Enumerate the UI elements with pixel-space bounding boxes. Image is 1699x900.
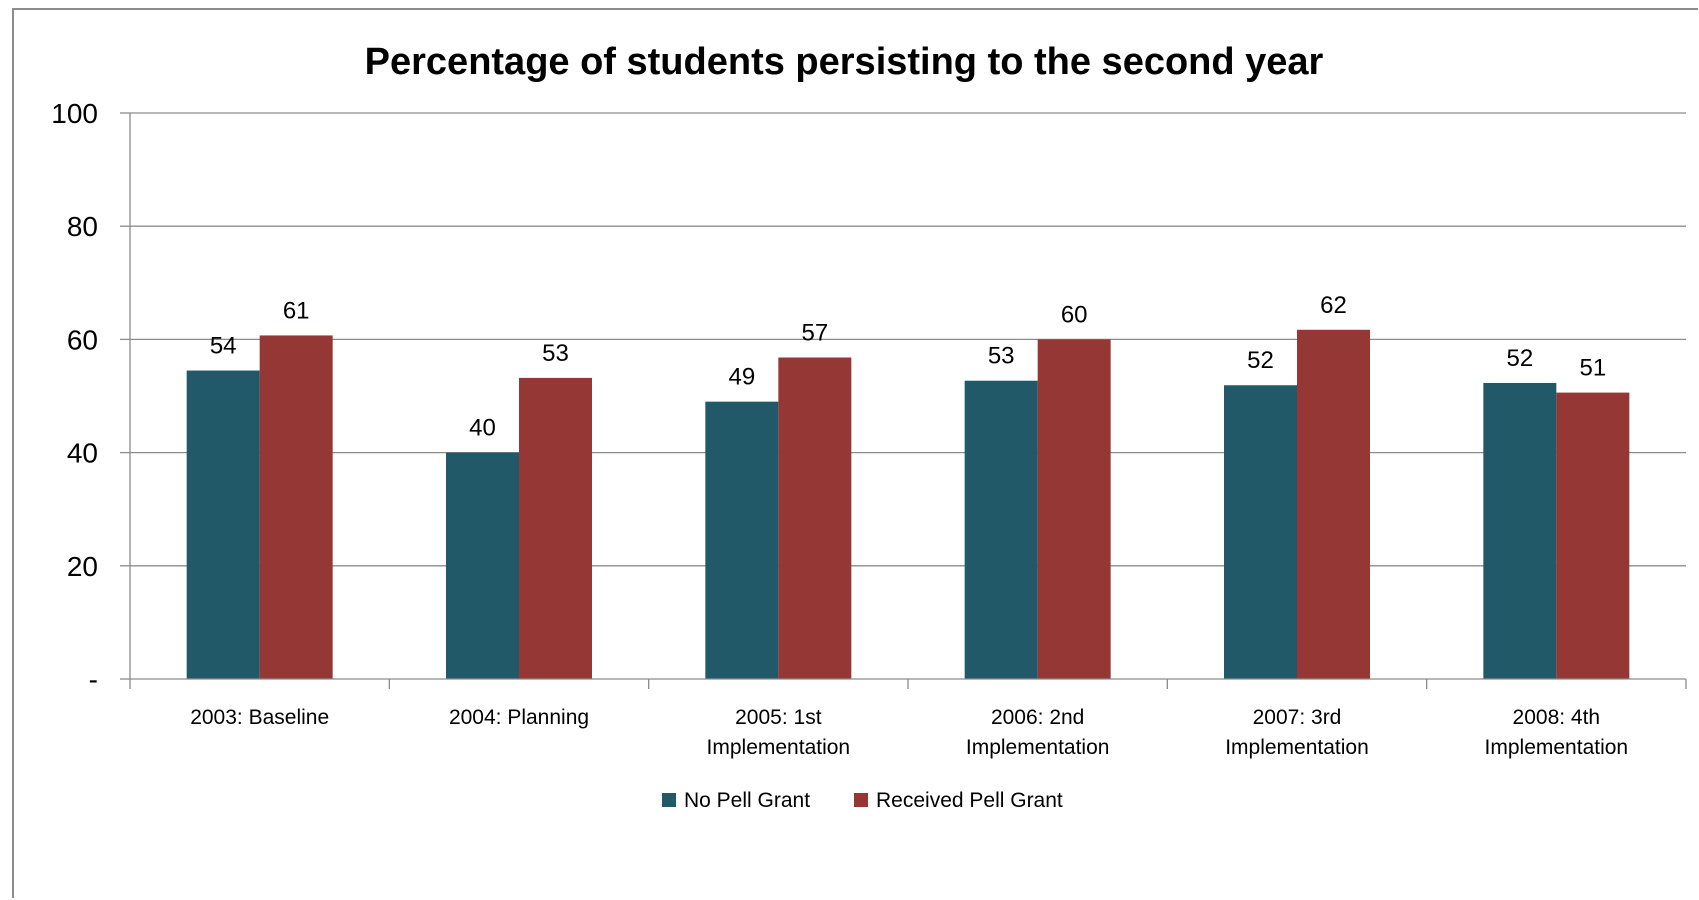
bar [1297, 329, 1370, 679]
chart-frame: Percentage of students persisting to the… [12, 8, 1698, 898]
y-tick-label: 80 [67, 211, 98, 242]
bar [964, 380, 1038, 679]
x-tick-label: 2008: 4th Implementation [1485, 706, 1629, 759]
data-labels: 54 61 40 53 49 57 53 60 52 62 52 51 [210, 292, 1606, 442]
legend: No Pell Grant Received Pell Grant [662, 789, 1063, 812]
x-tick-label-line: Implementation [1225, 736, 1369, 759]
x-tick-label-line: Implementation [966, 736, 1110, 759]
x-tick-label-line: Implementation [707, 736, 851, 759]
bar [1224, 385, 1297, 679]
data-label: 53 [988, 343, 1015, 370]
bar [186, 370, 260, 679]
y-tick-label: 100 [51, 98, 98, 129]
x-tick-label: 2005: 1st Implementation [707, 706, 851, 759]
data-label: 60 [1061, 301, 1088, 328]
gridlines [130, 112, 1686, 567]
y-tick-label: 60 [67, 324, 98, 355]
legend-label: No Pell Grant [684, 789, 810, 812]
x-tick-label: 2007: 3rd Implementation [1225, 706, 1369, 759]
bar-chart: Percentage of students persisting to the… [51, 41, 1687, 812]
data-label: 61 [283, 297, 310, 324]
data-label: 49 [728, 364, 755, 391]
bar [1556, 392, 1630, 679]
bar [1483, 382, 1557, 679]
bar [1037, 339, 1111, 679]
chart-title: Percentage of students persisting to the… [365, 41, 1324, 83]
y-tick-label: 20 [67, 551, 98, 582]
bar [519, 377, 592, 679]
data-label: 40 [469, 415, 496, 442]
y-tick-label: - [89, 664, 98, 695]
x-tick-label-line: 2007: 3rd [1253, 706, 1342, 729]
x-tick-label-line: 2004: Planning [449, 706, 589, 729]
bar [778, 357, 852, 679]
data-label: 54 [210, 333, 237, 360]
x-tick-label-line: 2005: 1st [735, 706, 822, 729]
y-tick-label: 40 [67, 438, 98, 469]
data-label: 52 [1506, 345, 1533, 372]
legend-swatch [662, 793, 676, 807]
x-tick-label-line: Implementation [1485, 736, 1629, 759]
x-tick-label-line: 2003: Baseline [190, 706, 329, 729]
x-tick-label: 2006: 2nd Implementation [966, 706, 1110, 759]
x-tick-label: 2003: Baseline [190, 706, 329, 729]
x-tick-label-line: 2006: 2nd [991, 706, 1084, 729]
x-tick-label-line: 2008: 4th [1513, 706, 1601, 729]
bar [705, 401, 779, 679]
x-tick-label: 2004: Planning [449, 706, 589, 729]
data-label: 57 [801, 320, 828, 347]
legend-label: Received Pell Grant [876, 789, 1063, 812]
data-label: 52 [1247, 347, 1274, 374]
bars [186, 329, 1630, 679]
bar [446, 452, 519, 679]
axes: - 20 40 60 80 100 2003: Baseline 2004: Planning… [51, 98, 1687, 759]
data-label: 62 [1320, 292, 1347, 319]
data-label: 53 [542, 340, 569, 367]
data-label: 51 [1579, 355, 1606, 382]
legend-swatch [854, 793, 868, 807]
bar [259, 335, 333, 679]
